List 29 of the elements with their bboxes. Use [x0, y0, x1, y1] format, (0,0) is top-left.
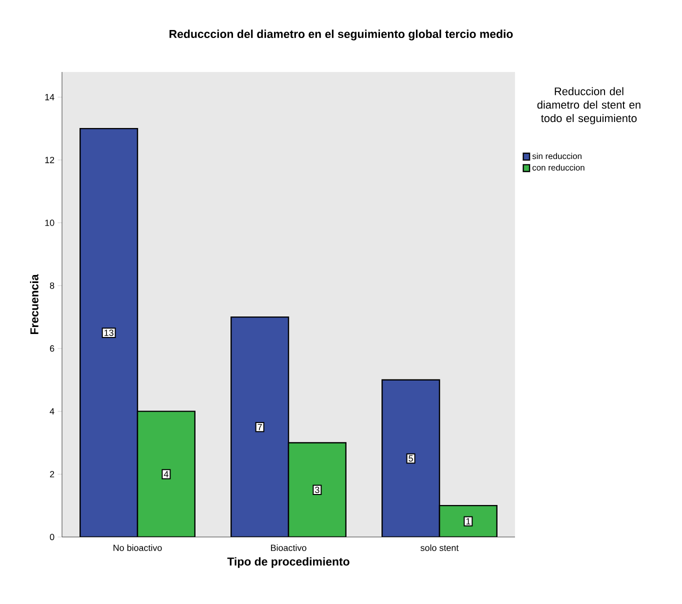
bar: [438, 504, 498, 537]
x-tick-label: solo stent: [420, 544, 459, 552]
y-tick-label: 10: [45, 220, 54, 226]
data-label: 1: [466, 518, 470, 524]
data-label: 13: [104, 330, 114, 336]
y-tick-label: 4: [50, 408, 54, 414]
data-label: 7: [258, 424, 262, 430]
bar: [382, 379, 440, 537]
x-tick-label: No bioactivo: [114, 544, 162, 552]
bar: [136, 410, 196, 537]
y-tick-label: 2: [50, 471, 54, 478]
x-tick-label: Bioactivo: [271, 544, 306, 552]
bar: [230, 316, 290, 537]
y-tick-label: 0: [50, 534, 54, 540]
y-tick-label: 14: [45, 94, 54, 100]
bar: [80, 128, 138, 537]
y-axis-title: Frecuencia: [30, 274, 38, 334]
x-axis-title: Tipo de procedimiento: [227, 557, 350, 568]
bar: [288, 442, 346, 537]
y-tick-label: 8: [50, 282, 54, 289]
legend-title: Reduccion del diametro del stent en todo el seguimiento: [537, 87, 640, 124]
chart-title: Reducccion del diametro en el seguimiento global tercio medio: [170, 30, 513, 40]
legend-label: con reduccion: [532, 164, 584, 171]
y-tick-label: 6: [50, 345, 54, 352]
data-label: 4: [164, 471, 168, 478]
data-label: 3: [315, 486, 320, 494]
legend-label: sin reduccion: [532, 152, 582, 160]
data-label: 5: [408, 455, 413, 462]
y-tick-label: 12: [45, 156, 54, 164]
